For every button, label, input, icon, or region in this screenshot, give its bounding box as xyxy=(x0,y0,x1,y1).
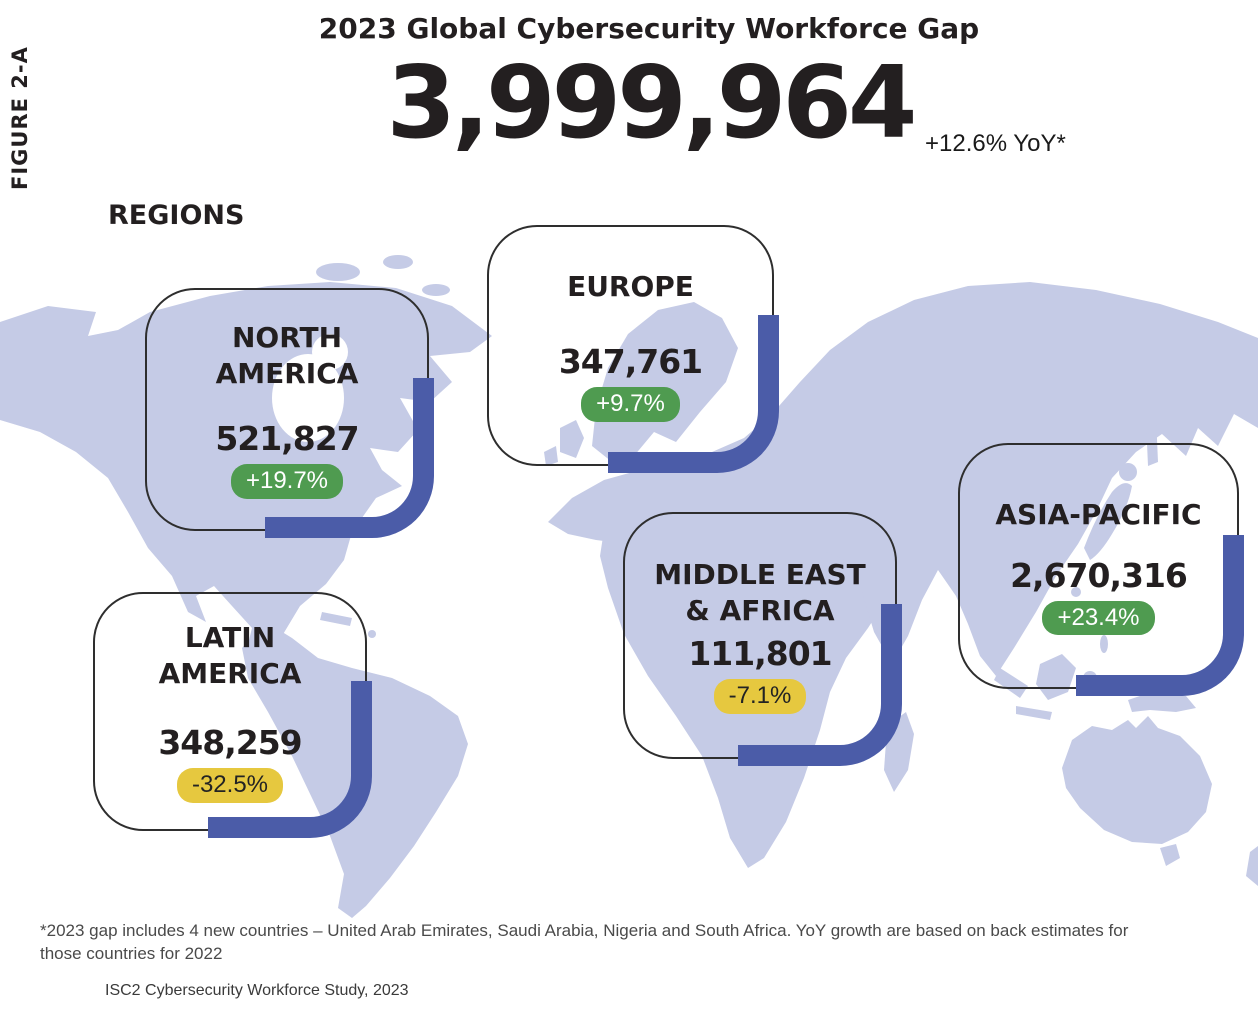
region-gap-value: 111,801 xyxy=(688,633,832,673)
region-name: EUROPE xyxy=(567,269,694,305)
region-gap-value: 348,259 xyxy=(158,722,302,762)
region-name-line1: NORTH xyxy=(231,321,343,355)
region-gap-value: 2,670,316 xyxy=(1010,555,1188,595)
corner-accent xyxy=(608,314,779,473)
footnote: *2023 gap includes 4 new countries – Uni… xyxy=(40,921,1129,963)
region-card-asia-pacific: ASIA-PACIFIC 2,670,316 +23.4% xyxy=(958,443,1244,696)
region-gap-value: 347,761 xyxy=(558,342,703,382)
page-title: 2023 Global Cybersecurity Workforce Gap xyxy=(318,12,980,45)
region-name: NORTH AMERICA xyxy=(216,320,359,392)
change-badge: +23.4% xyxy=(1042,600,1155,636)
change-badge: +9.7% xyxy=(581,387,680,422)
region-name-line1: MIDDLE EAST xyxy=(654,558,866,592)
region-card-north-america: NORTH AMERICA 521,827 +19.7% xyxy=(145,288,434,538)
region-card-middle-east-africa: MIDDLE EAST & AFRICA 111,801 -7.1% xyxy=(623,512,902,766)
change-badge: +19.7% xyxy=(230,463,344,499)
total-gap-value: 3,999,964 xyxy=(386,44,917,161)
total-yoy-change: +12.6% YoY* xyxy=(925,130,1066,157)
region-name-line1: EUROPE xyxy=(567,270,694,304)
corner-accent xyxy=(1076,534,1244,696)
corner-accent xyxy=(207,680,372,838)
region-name: LATIN AMERICA xyxy=(159,620,302,692)
region-name: ASIA-PACIFIC xyxy=(995,497,1201,533)
region-name-line2: AMERICA xyxy=(158,657,302,691)
region-name: MIDDLE EAST & AFRICA xyxy=(654,557,866,629)
change-badge: -7.1% xyxy=(713,678,807,714)
region-name-line1: LATIN xyxy=(184,621,276,655)
corner-accent xyxy=(264,378,434,538)
continent-australia xyxy=(1062,716,1258,886)
source-citation: ISC2 Cybersecurity Workforce Study, 2023 xyxy=(105,982,409,999)
change-badge: -32.5% xyxy=(176,767,284,803)
region-name-line2: AMERICA xyxy=(215,357,359,391)
region-card-latin-america: LATIN AMERICA 348,259 -32.5% xyxy=(93,592,372,838)
corner-accent xyxy=(737,604,902,766)
region-name-line2: & AFRICA xyxy=(685,594,835,628)
region-card-europe: EUROPE 347,761 +9.7% xyxy=(487,225,779,473)
region-name-line1: ASIA-PACIFIC xyxy=(995,497,1202,531)
regions-heading: REGIONS xyxy=(108,200,245,231)
figure-label: FIGURE 2-A xyxy=(8,46,32,190)
region-gap-value: 521,827 xyxy=(215,418,359,458)
